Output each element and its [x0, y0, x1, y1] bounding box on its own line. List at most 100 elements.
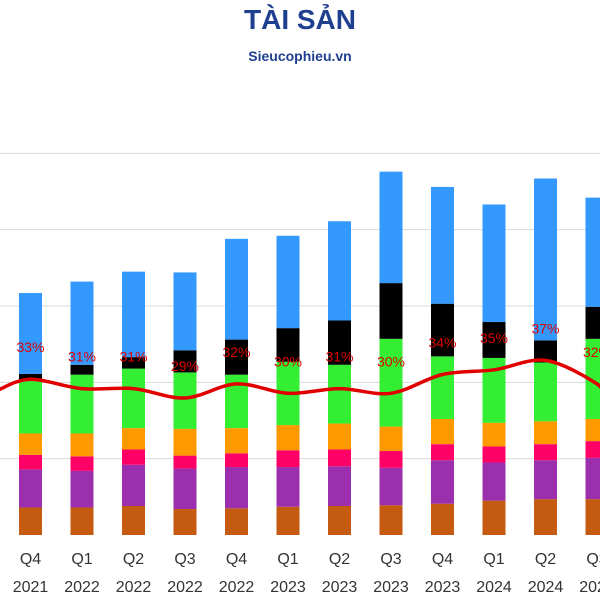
bar-segment: [225, 467, 248, 509]
bar-segment: [225, 374, 248, 429]
bar-segment: [173, 350, 197, 373]
bar-segment: [379, 467, 403, 506]
bar-segment: [328, 221, 351, 321]
bar-segment: [482, 204, 506, 323]
bar-segment: [328, 466, 351, 506]
bar-segment: [379, 505, 403, 535]
bar-segment: [70, 470, 94, 508]
bar-segment: [19, 454, 42, 470]
bar-segment: [431, 186, 454, 304]
bar-segment: [482, 446, 506, 463]
bar-segment: [173, 468, 197, 510]
percent-label: 35%: [480, 330, 508, 346]
percent-label: 32%: [222, 344, 250, 360]
bar-segment: [379, 338, 403, 427]
bar-segment: [328, 423, 351, 450]
percent-label: 30%: [377, 353, 405, 369]
bar-segment: [19, 433, 42, 455]
percent-labels: 33% 31% 31% 29% 32% 30% 31% 30% 34% 35% 37% 32%: [16, 320, 600, 374]
bar-segment: [534, 362, 557, 422]
bar-segment: [70, 374, 94, 434]
bar-segment: [276, 467, 300, 507]
bar-segment: [379, 171, 403, 284]
x-tick-year: 2023: [373, 579, 409, 596]
x-tick-year: 2023: [322, 579, 358, 596]
bar-segment: [70, 364, 94, 375]
bar-segment: [173, 272, 197, 351]
bar-segment: [122, 449, 145, 465]
percent-label: 33%: [16, 339, 44, 355]
percent-label: 31%: [325, 349, 353, 365]
x-tick-quarter: Q4: [432, 551, 453, 568]
bar-segment: [585, 499, 600, 535]
bar-segment: [585, 418, 600, 442]
bar-segment: [482, 322, 506, 358]
bar-segment: [431, 356, 454, 419]
bar-segment: [276, 450, 300, 468]
bar-segment: [276, 506, 300, 535]
x-tick-year: 2024: [579, 579, 600, 596]
bar-segment: [70, 281, 94, 365]
bar-segment: [173, 372, 197, 429]
bar-segment: [534, 178, 557, 341]
bar-segment: [585, 457, 600, 500]
bar-segment: [19, 293, 42, 374]
x-tick-year: 2023: [270, 579, 306, 596]
x-tick-year: 2022: [167, 579, 203, 596]
bar-segment: [534, 421, 557, 445]
x-tick-year: 2024: [476, 579, 512, 596]
bar-segment: [19, 380, 42, 434]
x-tick-year: 2022: [116, 579, 152, 596]
percent-label: 30%: [274, 353, 302, 369]
x-axis: Q4 2021 Q1 2022 Q2 2022 Q3 2022 Q4 2022 Q1 2023 Q2 20…: [13, 551, 600, 596]
bar-segment: [19, 373, 42, 381]
bar-segment: [122, 428, 145, 450]
bar-segment: [225, 428, 248, 454]
bar-segment: [431, 503, 454, 535]
percent-label: 34%: [428, 335, 456, 351]
bar-segment: [585, 197, 600, 307]
x-tick-year: 2022: [64, 579, 100, 596]
percent-line-path: [0, 358, 600, 400]
bar-segment: [379, 451, 403, 468]
bar-segment: [431, 444, 454, 461]
x-tick-quarter: Q2: [535, 551, 556, 568]
bar-segment: [431, 460, 454, 504]
bar-segment: [70, 433, 94, 457]
bar-segment: [482, 500, 506, 535]
bar-segment: [122, 357, 145, 369]
bar-segment: [585, 306, 600, 339]
x-tick-quarter: Q3: [586, 551, 600, 568]
bar-segment: [70, 456, 94, 471]
bar-segment: [173, 428, 197, 456]
percent-label: 31%: [119, 349, 147, 365]
bar-segment: [225, 238, 248, 340]
percent-line: [0, 358, 600, 400]
bar-segment: [534, 499, 557, 535]
x-tick-quarter: Q3: [174, 551, 195, 568]
bar-segment: [173, 509, 197, 535]
x-tick-year: 2024: [528, 579, 564, 596]
bar-segment: [328, 364, 351, 424]
bar-segment: [379, 426, 403, 452]
bar-segment: [122, 464, 145, 506]
chart-subtitle: Sieucophieu.vn: [248, 48, 352, 64]
bar-segment: [276, 425, 300, 451]
bar-segment: [276, 328, 300, 362]
percent-label: 32%: [583, 344, 600, 360]
x-tick-quarter: Q1: [277, 551, 298, 568]
bar-segment: [276, 235, 300, 329]
bar-segment: [328, 320, 351, 365]
bar-segment: [328, 449, 351, 467]
percent-label: 37%: [531, 320, 559, 336]
bar-segment: [122, 368, 145, 429]
bars: [19, 171, 600, 535]
bar-segment: [482, 422, 506, 447]
bar-segment: [431, 303, 454, 357]
x-tick-quarter: Q1: [483, 551, 504, 568]
bar-segment: [225, 508, 248, 535]
bar-segment: [431, 418, 454, 445]
bar-segment: [70, 507, 94, 535]
bar-segment: [534, 444, 557, 461]
